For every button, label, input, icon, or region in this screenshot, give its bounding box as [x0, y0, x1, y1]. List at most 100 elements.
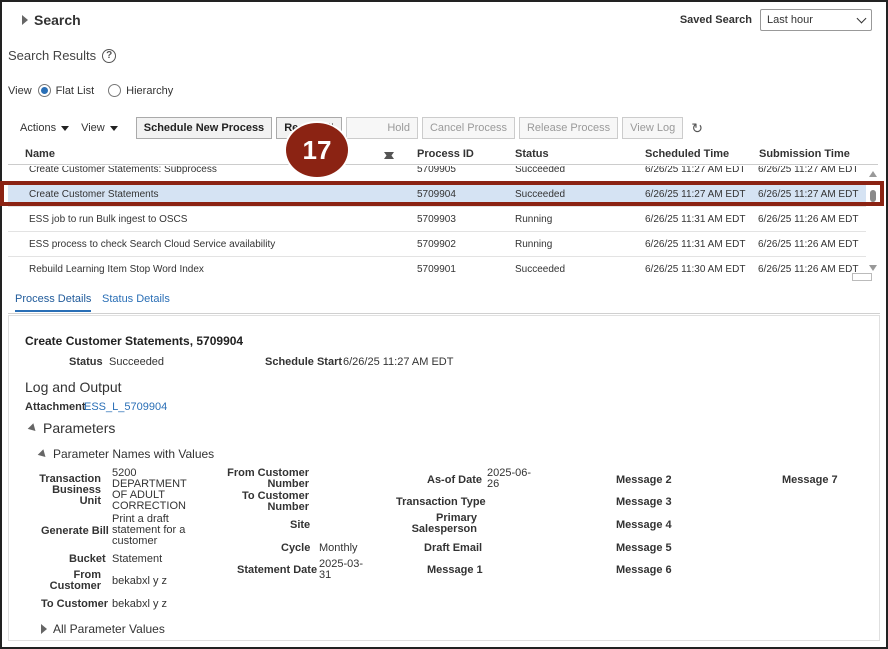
- column-header-status[interactable]: Status: [515, 148, 549, 160]
- cell-process-id: 5709904: [417, 189, 456, 200]
- scroll-down-icon[interactable]: [869, 265, 877, 271]
- message-4-label: Message 4: [616, 519, 672, 531]
- parameter-names-header[interactable]: Parameter Names with Values: [37, 447, 214, 461]
- view-log-button[interactable]: View Log: [622, 117, 684, 139]
- parameters-section-header[interactable]: Parameters: [27, 420, 116, 436]
- process-table: Create Customer Statements: Subprocess 5…: [8, 166, 866, 276]
- expand-triangle-icon[interactable]: [41, 624, 47, 634]
- help-icon[interactable]: ?: [102, 48, 117, 63]
- site-label: Site: [290, 519, 311, 531]
- all-parameter-values-heading: All Parameter Values: [53, 622, 165, 636]
- saved-search-label: Saved Search: [679, 14, 752, 26]
- attachment-link[interactable]: ESS_L_5709904: [84, 401, 168, 413]
- detail-tabs: Process Details Status Details: [8, 290, 880, 314]
- cell-scheduled-time: 6/26/25 11:27 AM EDT: [645, 166, 746, 175]
- cell-process-id: 5709901: [417, 264, 456, 275]
- cell-process-id: 5709902: [417, 239, 456, 250]
- as-of-date-label: As-of Date: [427, 474, 483, 486]
- column-header-process-id[interactable]: Process ID: [417, 148, 474, 160]
- status-label: Status: [69, 356, 103, 368]
- cell-submission-time: 6/26/25 11:26 AM EDT: [758, 239, 859, 250]
- column-header-name[interactable]: Name: [25, 148, 55, 160]
- view-menu-label: View: [81, 122, 105, 134]
- release-process-button[interactable]: Release Process: [518, 117, 619, 139]
- collapse-triangle-icon[interactable]: [37, 448, 49, 460]
- cell-name: Create Customer Statements: [29, 189, 159, 200]
- cell-submission-time: 6/26/25 11:27 AM EDT: [758, 166, 859, 175]
- table-row[interactable]: Rebuild Learning Item Stop Word Index 57…: [8, 257, 866, 276]
- tab-status-details[interactable]: Status Details: [102, 293, 170, 305]
- cycle-label: Cycle: [281, 542, 311, 554]
- generate-bill-value: Print a draft statement for a customer: [112, 513, 186, 547]
- view-menu[interactable]: View: [77, 117, 122, 139]
- hierarchy-label: Hierarchy: [126, 84, 174, 97]
- scroll-thumb[interactable]: [870, 190, 876, 202]
- statement-date-label: Statement Date: [237, 564, 318, 576]
- splitter-handle[interactable]: [852, 273, 872, 281]
- refresh-icon[interactable]: ↻: [691, 119, 703, 136]
- cell-submission-time: 6/26/25 11:26 AM EDT: [758, 264, 859, 275]
- log-output-heading: Log and Output: [25, 379, 122, 395]
- message-6-label: Message 6: [616, 564, 672, 576]
- saved-search: Saved Search Last hour: [680, 9, 872, 31]
- hierarchy-radio[interactable]: [108, 84, 122, 97]
- flat-list-radio[interactable]: [37, 84, 51, 97]
- cell-name: Rebuild Learning Item Stop Word Index: [29, 264, 204, 275]
- cell-name: ESS process to check Search Cloud Servic…: [29, 239, 276, 250]
- table-row-selected[interactable]: Create Customer Statements 5709904 Succe…: [8, 182, 866, 207]
- schedule-start-label: Schedule Start: [265, 356, 343, 368]
- collapse-triangle-icon[interactable]: [27, 422, 39, 434]
- schedule-start-value: 6/26/25 11:27 AM EDT: [343, 356, 454, 368]
- cell-name: ESS job to run Bulk ingest to OSCS: [29, 214, 188, 225]
- table-row[interactable]: Create Customer Statements: Subprocess 5…: [8, 166, 866, 182]
- status-value: Succeeded: [109, 356, 165, 368]
- from-customer-value: bekabxl y z: [112, 575, 168, 587]
- actions-menu[interactable]: Actions: [16, 117, 73, 139]
- view-mode-label: View: [8, 84, 32, 97]
- scroll-up-icon[interactable]: [869, 171, 877, 177]
- bucket-value: Statement: [112, 553, 163, 565]
- message-5-label: Message 5: [616, 542, 672, 554]
- as-of-date-value: 2025-06-26: [487, 467, 532, 490]
- statement-date-value: 2025-03-31: [319, 558, 364, 581]
- table-header: Name Process ID Status Scheduled Time Su…: [8, 145, 878, 165]
- message-3-label: Message 3: [616, 496, 672, 508]
- hierarchy-option[interactable]: Hierarchy: [108, 84, 173, 97]
- message-7-label: Message 7: [782, 474, 838, 486]
- saved-search-select[interactable]: Last hour: [760, 9, 872, 31]
- detail-title: Create Customer Statements, 5709904: [25, 334, 244, 348]
- tab-process-details[interactable]: Process Details: [15, 293, 92, 312]
- table-row[interactable]: ESS process to check Search Cloud Servic…: [8, 232, 866, 257]
- caret-down-icon: [109, 125, 118, 131]
- all-parameter-values-header[interactable]: All Parameter Values: [41, 622, 165, 636]
- view-mode: View Flat List Hierarchy: [8, 84, 181, 97]
- table-row[interactable]: ESS job to run Bulk ingest to OSCS 57099…: [8, 207, 866, 232]
- schedule-new-process-button[interactable]: Schedule New Process: [135, 117, 273, 139]
- cancel-process-button[interactable]: Cancel Process: [421, 117, 515, 139]
- bucket-label: Bucket: [69, 553, 106, 565]
- flat-list-option[interactable]: Flat List: [37, 84, 94, 97]
- transaction-type-label: Transaction Type: [396, 496, 486, 508]
- cell-process-id: 5709905: [417, 166, 456, 175]
- table-scrollbar[interactable]: [867, 166, 879, 276]
- cycle-value: Monthly: [319, 542, 358, 554]
- cell-scheduled-time: 6/26/25 11:31 AM EDT: [645, 239, 746, 250]
- parameters-heading: Parameters: [43, 420, 116, 436]
- put-on-hold-button[interactable]: Hold: [346, 117, 418, 139]
- cell-status: Succeeded: [515, 166, 566, 175]
- search-section-header[interactable]: Search: [22, 12, 81, 28]
- sort-descending-icon[interactable]: [384, 152, 394, 159]
- expand-triangle-icon[interactable]: [22, 15, 28, 25]
- process-details-panel: Create Customer Statements, 5709904 Stat…: [8, 315, 880, 641]
- column-header-submission-time[interactable]: Submission Time: [759, 148, 850, 160]
- from-customer-number-label: From Customer Number: [227, 467, 309, 490]
- cell-scheduled-time: 6/26/25 11:31 AM EDT: [645, 214, 746, 225]
- attachment-label: Attachment: [25, 401, 86, 413]
- caret-down-icon: [61, 125, 70, 131]
- actions-menu-label: Actions: [20, 122, 57, 134]
- primary-salesperson-label: Primary Salesperson: [411, 512, 477, 535]
- column-header-scheduled-time[interactable]: Scheduled Time: [645, 148, 730, 160]
- cell-submission-time: 6/26/25 11:26 AM EDT: [758, 214, 859, 225]
- to-customer-value: bekabxl y z: [112, 598, 168, 610]
- draft-email-label: Draft Email: [424, 542, 483, 554]
